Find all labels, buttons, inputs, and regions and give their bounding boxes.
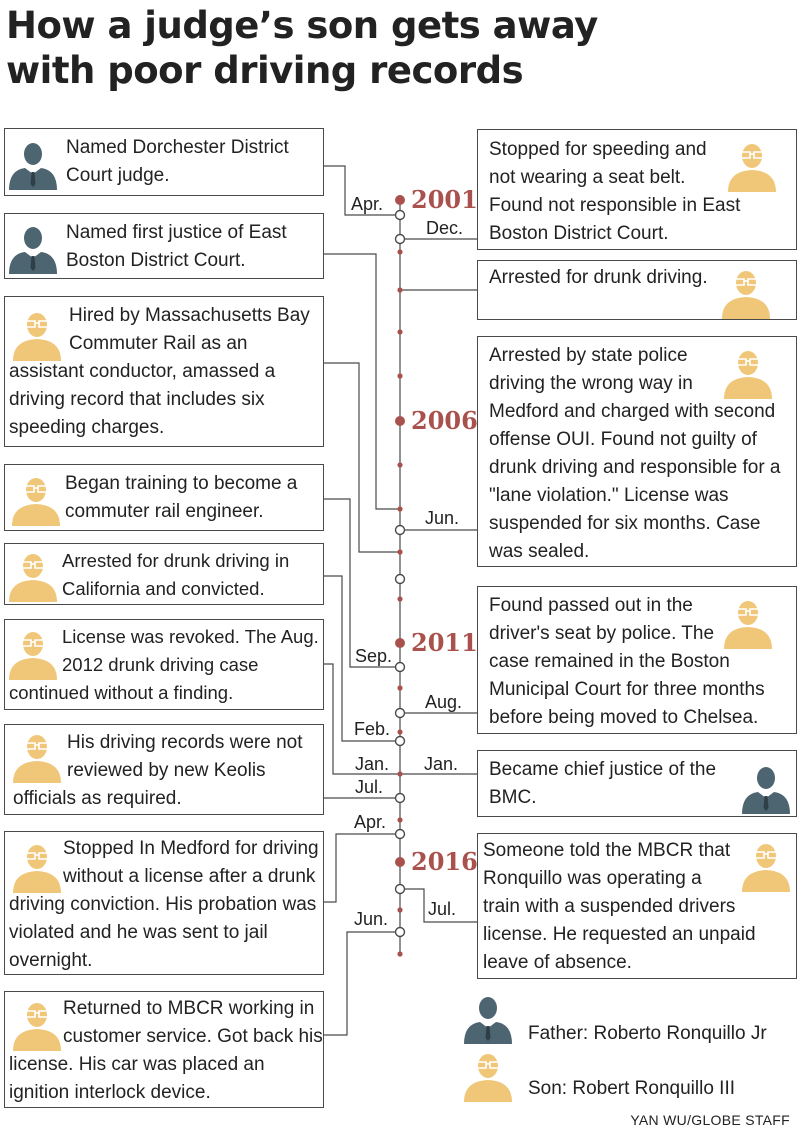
event-box-left-4: Began training to become a commuter rail… <box>4 464 324 531</box>
event-text: Stopped for speeding and not wearing a s… <box>489 139 741 244</box>
event-text: Hired by Massachusetts Bay Commuter Rail… <box>9 305 310 438</box>
event-box-left-1: Named Dorchester District Court judge. <box>4 128 324 196</box>
month-label: Apr. <box>351 194 384 214</box>
month-label: Sep. <box>355 646 393 666</box>
event-text: Stopped In Medford for driving without a… <box>9 838 319 971</box>
event-box-left-9: Returned to MBCR working in customer ser… <box>4 991 324 1108</box>
event-box-right-1: Stopped for speeding and not wearing a s… <box>477 129 797 250</box>
legend-son-label: Son: Robert Ronquillo III <box>528 1078 736 1099</box>
event-box-left-7: His driving records were not reviewed by… <box>4 724 324 815</box>
month-label: Jan. <box>355 754 390 774</box>
year-label-2001: 2001 <box>411 185 478 214</box>
event-box-right-6: Someone told the MBCR that Ronquillo was… <box>477 833 797 979</box>
son-glasses-icon <box>721 270 771 319</box>
event-box-right-2: Arrested for drunk driving. <box>477 260 797 320</box>
event-text: Named first justice of East Boston Distr… <box>66 222 287 271</box>
event-box-left-5: Arrested for drunk driving in California… <box>4 543 324 605</box>
event-box-right-3: Arrested by state police driving the wro… <box>477 336 797 567</box>
year-label-2011: 2011 <box>411 628 478 657</box>
event-text: Arrested for drunk driving in California… <box>62 550 290 599</box>
father-judge-icon <box>9 143 57 190</box>
event-box-left-2: Named first justice of East Boston Distr… <box>4 213 324 279</box>
event-text: Arrested for drunk driving. <box>489 267 708 288</box>
father-judge-icon <box>9 227 57 274</box>
legend-father-icon <box>464 997 512 1044</box>
credit-line: YAN WU/GLOBE STAFF <box>630 1112 790 1128</box>
year-dot-2016 <box>395 857 405 867</box>
month-label: Jun. <box>354 909 389 929</box>
year-label-2016: 2016 <box>411 847 478 876</box>
year-dot-2001 <box>395 195 405 205</box>
year-dot-2011 <box>395 638 405 648</box>
month-label: Jan. <box>424 754 459 774</box>
event-box-left-6: License was revoked. The Aug. 2012 drunk… <box>4 619 324 710</box>
month-label: Apr. <box>354 812 387 832</box>
month-label: Jul. <box>428 899 457 919</box>
event-text: Named Dorchester District Court judge. <box>66 137 289 186</box>
event-text: His driving records were not reviewed by… <box>13 732 303 809</box>
event-box-left-8: Stopped In Medford for driving without a… <box>4 831 324 975</box>
event-text: License was revoked. The Aug. 2012 drunk… <box>9 626 319 703</box>
event-box-right-5: Became chief justice of the BMC. <box>477 750 797 817</box>
page-title-line1: How a judge’s son gets away <box>6 4 598 47</box>
event-text: Someone told the MBCR that Ronquillo was… <box>483 840 756 973</box>
legend-son-icon <box>463 1053 513 1103</box>
event-text: Found passed out in the driver's seat by… <box>489 595 765 728</box>
father-judge-icon <box>742 767 790 814</box>
month-label: Jul. <box>355 777 384 797</box>
legend-father-label: Father: Roberto Ronquillo Jr <box>528 1023 767 1044</box>
event-text: Began training to become a commuter rail… <box>65 473 298 522</box>
page-title-line2: with poor driving records <box>6 49 524 92</box>
month-label: Feb. <box>354 719 391 739</box>
event-text: Arrested by state police driving the wro… <box>489 345 781 562</box>
year-dot-2006 <box>395 416 405 426</box>
month-label: Jun. <box>425 508 460 528</box>
son-glasses-icon <box>8 553 58 602</box>
month-label: Dec. <box>426 218 464 238</box>
month-label: Aug. <box>425 692 463 712</box>
year-label-2006: 2006 <box>411 406 478 435</box>
event-text: Returned to MBCR working in customer ser… <box>9 998 323 1103</box>
event-box-right-4: Found passed out in the driver's seat by… <box>477 586 797 734</box>
event-text: Became chief justice of the BMC. <box>489 759 717 808</box>
event-box-left-3: Hired by Massachusetts Bay Commuter Rail… <box>4 296 324 447</box>
son-glasses-icon <box>11 477 61 526</box>
